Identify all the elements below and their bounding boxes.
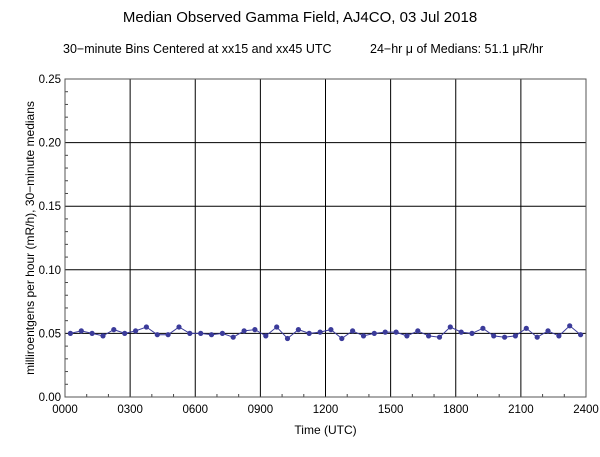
data-point <box>502 334 508 340</box>
x-tick-label: 1200 <box>313 404 339 416</box>
x-tick-label: 0300 <box>117 404 143 416</box>
data-point <box>252 327 258 333</box>
x-tick-label: 1800 <box>443 404 469 416</box>
data-point <box>176 324 182 330</box>
data-point <box>436 334 443 340</box>
grid-lines <box>65 79 586 397</box>
data-point <box>67 330 73 336</box>
data-point <box>447 324 453 330</box>
data-point <box>382 329 388 335</box>
data-point <box>208 332 215 338</box>
y-tick-label: 0.00 <box>39 392 61 404</box>
data-point <box>556 333 562 339</box>
data-point <box>274 324 280 330</box>
plot-frame <box>64 78 587 398</box>
y-tick-label: 0.15 <box>39 201 61 213</box>
data-point <box>469 330 475 336</box>
data-point <box>458 329 464 335</box>
data-point <box>187 330 193 336</box>
data-point <box>426 333 432 339</box>
data-series <box>67 323 584 342</box>
data-point <box>133 328 139 334</box>
data-point <box>165 332 171 338</box>
data-point <box>230 334 236 340</box>
data-point <box>143 324 149 330</box>
data-point <box>219 330 225 336</box>
data-point <box>339 335 345 342</box>
data-point <box>523 325 529 331</box>
data-point <box>393 329 399 335</box>
data-point <box>480 325 486 331</box>
data-point <box>578 332 584 338</box>
data-point <box>360 333 367 339</box>
x-tick-label: 0000 <box>52 404 78 416</box>
axis-ticks: 0000 0300 0600 0900 1200 1500 1800 2100 2400 0.00… <box>39 74 599 416</box>
data-point <box>545 328 551 334</box>
y-tick-label: 0.10 <box>39 265 61 277</box>
data-point <box>154 332 160 338</box>
chart-subtitle-bins: 30−minute Bins Centered at xx15 and xx45… <box>63 42 332 56</box>
data-point <box>78 328 84 334</box>
data-point <box>328 327 334 333</box>
y-tick-label: 0.05 <box>39 328 61 340</box>
data-point <box>534 334 540 340</box>
chart-subtitle-mean: 24−hr μ of Medians: 51.1 μR/hr <box>370 42 544 56</box>
chart-title: Median Observed Gamma Field, AJ4CO, 03 J… <box>122 9 478 26</box>
x-tick-label: 0600 <box>182 404 208 416</box>
data-point <box>111 327 117 333</box>
data-point <box>122 330 128 336</box>
y-tick-label: 0.25 <box>39 74 61 86</box>
x-tick-label: 1500 <box>378 404 404 416</box>
data-point <box>512 333 519 339</box>
data-point <box>295 327 301 333</box>
data-point <box>306 330 312 336</box>
data-point <box>100 333 106 339</box>
x-tick-label: 2100 <box>508 404 534 416</box>
data-point <box>350 328 356 334</box>
data-point <box>317 329 323 335</box>
data-point <box>198 330 204 336</box>
data-point <box>241 328 247 334</box>
data-point <box>284 335 291 342</box>
data-point <box>263 333 269 339</box>
data-point <box>567 323 573 329</box>
x-axis-label: Time (UTC) <box>294 423 357 437</box>
data-point <box>371 330 377 336</box>
x-tick-label: 0900 <box>248 404 274 416</box>
data-point <box>404 333 410 339</box>
x-tick-label: 2400 <box>573 404 599 416</box>
data-point <box>491 333 497 339</box>
data-point <box>89 330 95 336</box>
y-tick-label: 0.20 <box>39 138 61 150</box>
data-point <box>415 328 421 334</box>
